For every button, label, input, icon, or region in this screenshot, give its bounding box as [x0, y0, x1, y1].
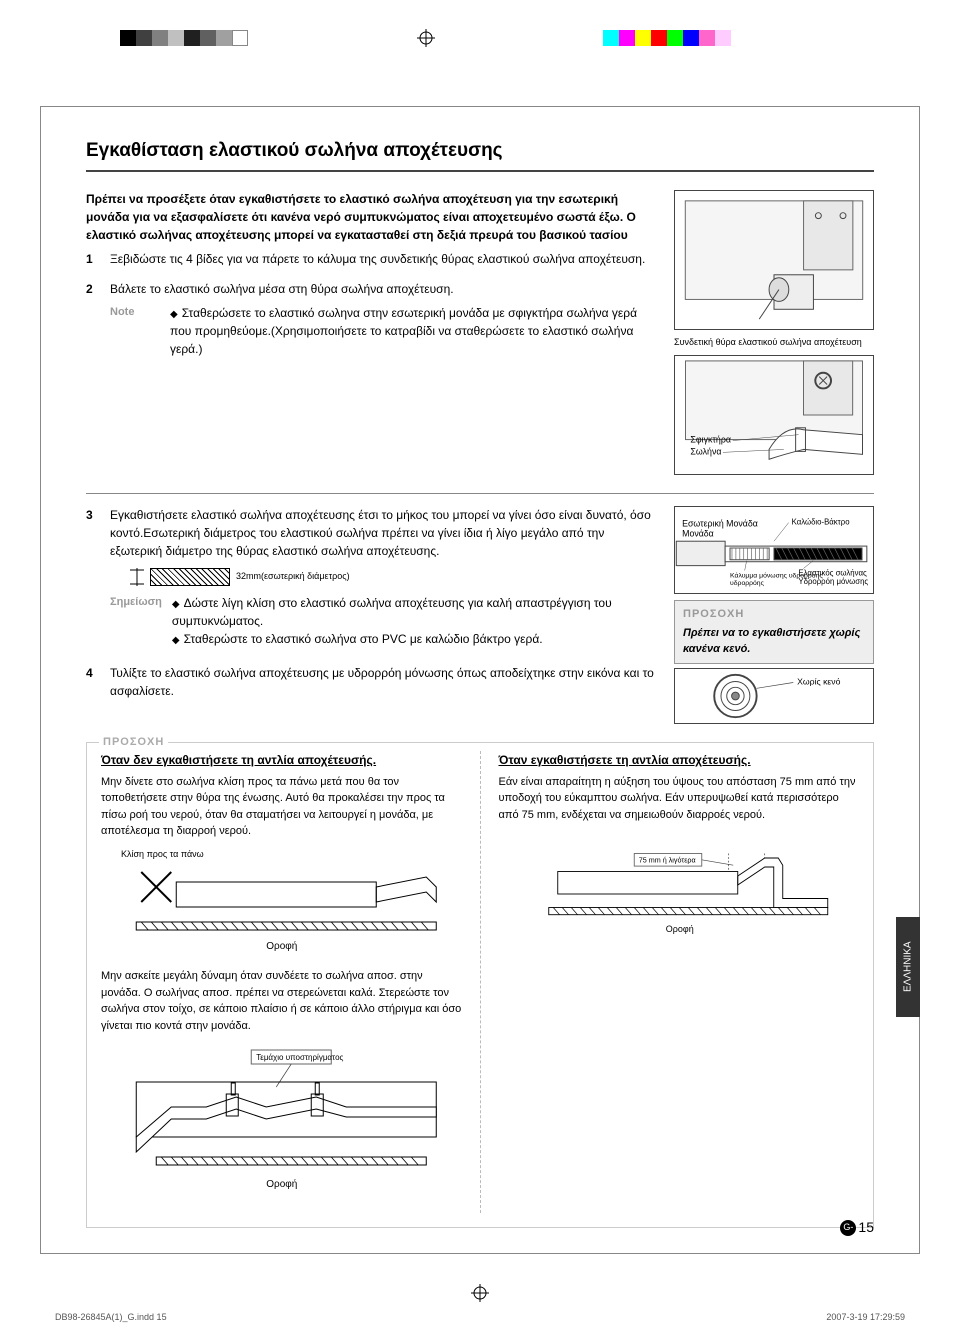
step-num-1: 1	[86, 250, 100, 268]
diameter-diagram: 32mm(εσωτερική διάμετρος)	[130, 568, 656, 586]
svg-text:Οροφή: Οροφή	[266, 940, 297, 952]
caution-right-heading: Όταν εγκαθιστήσετε τη αντλία αποχέτευσής…	[499, 751, 860, 769]
figure-1	[674, 190, 874, 330]
svg-text:Οροφή: Οροφή	[665, 924, 693, 934]
page-title: Εγκαθίσταση ελαστικού σωλήνα αποχέτευσης	[86, 137, 874, 166]
intro-text: Πρέπει να προσέξετε όταν εγκαθιστήσετε τ…	[86, 190, 656, 244]
step-num-4: 4	[86, 664, 100, 700]
registration-mark-icon	[417, 29, 435, 47]
step-num-2: 2	[86, 280, 100, 358]
diagram-no-pump: Οροφή	[101, 867, 462, 962]
note3-bullet-2: Σταθερώστε το ελαστικό σωλήνα στο PVC με…	[172, 630, 656, 648]
step-text-2: Βάλετε το ελαστικό σωλήνα μέσα στη θύρα …	[110, 280, 656, 298]
slope-up-label: Κλίση προς τα πάνω	[121, 848, 462, 862]
step-text-1: Ξεβιδώστε τις 4 βίδες για να πάρετε το κ…	[110, 250, 656, 268]
language-tab: ΕΛΛΗΝΙΚΑ	[896, 917, 920, 1017]
svg-text:Σφιγκτήρα: Σφιγκτήρα	[690, 435, 731, 445]
figure-1-label: Συνδετική θύρα ελαστικού σωλήνα αποχέτευ…	[674, 336, 874, 350]
svg-text:Τεμάχιο υποστηρίγματος: Τεμάχιο υποστηρίγματος	[256, 1053, 343, 1062]
figure-2: Σφιγκτήρα Σωλήνα	[674, 355, 874, 475]
diameter-label: 32mm(εσωτερική διάμετρος)	[236, 570, 350, 584]
note-text: Σταθερώσετε το ελαστικό σωληνα στην εσωτ…	[170, 304, 656, 358]
svg-text:75 mm ή λιγότερα: 75 mm ή λιγότερα	[638, 856, 695, 865]
diagram-support: Τεμάχιο υποστηρίγματος Οροφή	[101, 1042, 462, 1207]
figure-4: Χωρίς κενό	[674, 668, 874, 724]
footer-date: 2007-3-19 17:29:59	[826, 1311, 905, 1325]
color-bar-left	[120, 30, 248, 46]
caution-header: ΠΡΟΣΟΧΗ	[683, 606, 865, 623]
svg-text:Εσωτερική Μονάδα: Εσωτερική Μονάδα	[682, 519, 758, 529]
caution-right-para: Εάν είναι απαραίτητη η αύξηση του ύψους …	[499, 774, 860, 824]
caution-left-heading: Όταν δεν εγκαθιστήσετε τη αντλία αποχέτε…	[101, 751, 462, 769]
caution-body: Πρέπει να το εγκαθιστήσετε χωρίς κανένα …	[683, 625, 865, 658]
caution-box-fig3: ΠΡΟΣΟΧΗ Πρέπει να το εγκαθιστήσετε χωρίς…	[674, 600, 874, 664]
footer-file: DB98-26845A(1)_G.indd 15	[55, 1311, 167, 1325]
svg-text:Χωρίς κενό: Χωρίς κενό	[797, 676, 840, 686]
step-text-3: Εγκαθιστήσετε ελαστικό σωλήνα αποχέτευση…	[110, 506, 656, 560]
caution-left-para2: Μην ασκείτε μεγάλη δύναμη όταν συνδέετε …	[101, 968, 462, 1034]
caution-left-para: Μην δίνετε στο σωλήνα κλίση προς τα πάνω…	[101, 774, 462, 840]
step-num-3: 3	[86, 506, 100, 648]
svg-text:Σωλήνα: Σωλήνα	[690, 446, 721, 456]
page-content: Εγκαθίσταση ελαστικού σωλήνα αποχέτευσης…	[40, 106, 920, 1254]
svg-text:Οροφή: Οροφή	[266, 1178, 297, 1190]
caution-tab: ΠΡΟΣΟΧΗ	[99, 734, 168, 751]
svg-text:υδρορρόης: υδρορρόης	[730, 579, 765, 587]
color-bar-right	[603, 30, 731, 46]
registration-mark-icon	[471, 1284, 489, 1302]
note3-label: Σημείωση	[110, 594, 162, 648]
figure-3: Εσωτερική Μονάδα Μονάδα Καλώδιο-Βάκτρο Ε…	[674, 506, 874, 594]
note3-bullet-1: Δώστε λίγη κλίση στο ελαστικό σωλήνα απο…	[172, 594, 656, 630]
title-underline	[86, 170, 874, 172]
page-number: G- 15	[840, 1217, 874, 1238]
note-label: Note	[110, 304, 160, 358]
caution-section: ΠΡΟΣΟΧΗ Όταν δεν εγκαθιστήσετε τη αντλία…	[86, 742, 874, 1229]
diagram-with-pump: 75 mm ή λιγότερα Οροφή	[499, 831, 860, 944]
svg-text:Κάλυμμα μόνωσης υδρορρόης: Κάλυμμα μόνωσης υδρορρόης	[730, 571, 823, 579]
svg-text:Καλώδιο-Βάκτρο: Καλώδιο-Βάκτρο	[792, 518, 851, 527]
step-text-4: Τυλίξτε το ελαστικό σωλήνα αποχέτευσης μ…	[110, 664, 656, 700]
svg-text:Μονάδα: Μονάδα	[682, 528, 714, 538]
